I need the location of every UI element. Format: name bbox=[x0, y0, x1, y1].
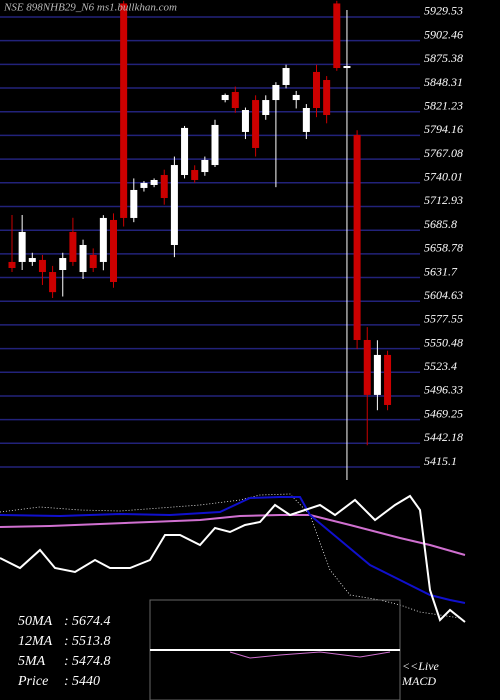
y-tick-label: 5929.53 bbox=[424, 4, 463, 18]
candle-body bbox=[130, 189, 138, 218]
candle-body bbox=[18, 231, 26, 262]
candle-body bbox=[363, 339, 371, 395]
y-tick-label: 5685.8 bbox=[424, 217, 457, 231]
candle-body bbox=[201, 159, 209, 173]
candle-body bbox=[38, 259, 46, 273]
candle-body bbox=[79, 244, 87, 273]
candle-body bbox=[191, 170, 199, 180]
y-tick-label: 5740.01 bbox=[424, 170, 463, 184]
candle-body bbox=[110, 219, 117, 282]
y-tick-label: 5550.48 bbox=[424, 335, 463, 349]
separator: : bbox=[64, 654, 69, 669]
candle-body bbox=[160, 175, 168, 199]
candle-body bbox=[181, 127, 189, 176]
candle-body bbox=[150, 179, 158, 185]
macd-panel bbox=[149, 599, 401, 700]
y-tick-label: 5902.46 bbox=[424, 27, 463, 41]
y-tick-label: 5631.7 bbox=[424, 264, 458, 278]
ma-line bbox=[0, 496, 466, 604]
candle-body bbox=[231, 91, 239, 108]
candle-body bbox=[140, 182, 148, 188]
y-tick-label: 5604.63 bbox=[424, 288, 463, 302]
separator: : bbox=[64, 674, 69, 689]
y-tick-label: 5794.16 bbox=[424, 122, 463, 136]
candle-body bbox=[252, 100, 260, 148]
y-tick-label: 5496.33 bbox=[424, 383, 463, 397]
y-tick-label: 5767.08 bbox=[424, 146, 463, 160]
candle-body bbox=[69, 231, 77, 262]
candle-body bbox=[99, 217, 107, 262]
price-panel: 5929.53 5902.46 5875.38 5848.31 5821.23 5794.… bbox=[0, 0, 463, 480]
indicator-label: 50MA bbox=[18, 614, 53, 629]
candle-body bbox=[262, 100, 270, 115]
candle-body bbox=[89, 254, 97, 268]
candle-body bbox=[221, 94, 229, 101]
candle-body bbox=[8, 261, 16, 268]
candle-body bbox=[353, 135, 361, 340]
indicator-value: 5674.4 bbox=[72, 614, 111, 629]
separator: : bbox=[64, 614, 69, 629]
y-tick-label: 5523.4 bbox=[424, 359, 457, 373]
candle-body bbox=[49, 272, 57, 293]
chart-title: NSE 898NHB29_N6 ms1.bullkhan.com bbox=[3, 2, 177, 14]
y-tick-label: 5712.93 bbox=[424, 193, 463, 207]
indicator-label: 12MA bbox=[18, 634, 53, 649]
y-tick-label: 5469.25 bbox=[424, 406, 463, 420]
y-tick-label: 5577.55 bbox=[424, 312, 463, 326]
indicator-label: Price bbox=[17, 674, 48, 689]
candle-body bbox=[272, 84, 280, 101]
candle-body bbox=[302, 107, 310, 132]
indicator-value: 5474.8 bbox=[72, 654, 111, 669]
separator: : bbox=[64, 634, 69, 649]
ma-panel bbox=[0, 493, 466, 623]
candle-body bbox=[333, 3, 341, 69]
y-tick-label: 5415.1 bbox=[424, 454, 457, 468]
y-tick-label: 5848.31 bbox=[424, 75, 463, 89]
y-tick-label: 5821.23 bbox=[424, 98, 463, 112]
candle-body bbox=[28, 258, 36, 262]
indicator-value: 5440 bbox=[72, 674, 100, 689]
macd-signal bbox=[229, 651, 391, 659]
candle-body bbox=[373, 354, 381, 395]
candle-body bbox=[241, 110, 249, 132]
indicator-label: 5MA bbox=[18, 654, 46, 669]
indicator-legend: 50MA:5674.412MA:5513.85MA:5474.8Price:54… bbox=[17, 614, 111, 689]
candle-body bbox=[120, 3, 128, 218]
candle-body bbox=[343, 66, 351, 69]
y-tick-label: 5658.78 bbox=[424, 241, 463, 255]
ma-line bbox=[0, 514, 466, 556]
ma-line bbox=[0, 493, 461, 619]
live-label: <<Live bbox=[402, 659, 440, 673]
candle-body bbox=[211, 124, 219, 166]
macd-label: MACD bbox=[401, 674, 436, 688]
price-line bbox=[0, 494, 466, 623]
candle-body bbox=[170, 165, 178, 245]
candle-body bbox=[323, 80, 331, 115]
candle-body bbox=[292, 94, 300, 101]
candle-body bbox=[59, 258, 67, 271]
y-tick-label: 5442.18 bbox=[424, 430, 463, 444]
indicator-value: 5513.8 bbox=[72, 634, 111, 649]
candle-body bbox=[313, 71, 320, 108]
y-tick-label: 5875.38 bbox=[424, 51, 463, 65]
candle-body bbox=[282, 68, 290, 85]
candle-body bbox=[384, 354, 392, 405]
